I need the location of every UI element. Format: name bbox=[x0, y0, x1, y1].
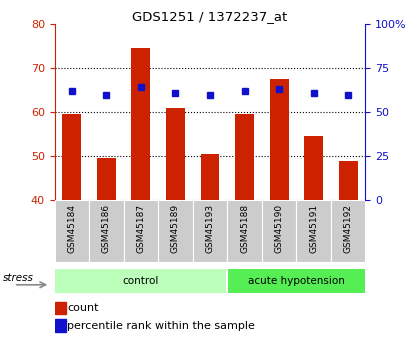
Text: GSM45190: GSM45190 bbox=[275, 204, 284, 253]
Text: GSM45184: GSM45184 bbox=[67, 204, 76, 253]
Bar bbox=[270, 79, 289, 200]
Bar bbox=[123, 200, 158, 262]
Text: GSM45193: GSM45193 bbox=[205, 204, 215, 253]
Bar bbox=[97, 158, 116, 200]
Bar bbox=[158, 200, 193, 262]
Bar bbox=[235, 114, 254, 200]
Bar bbox=[331, 200, 365, 262]
Text: GSM45188: GSM45188 bbox=[240, 204, 249, 253]
Text: percentile rank within the sample: percentile rank within the sample bbox=[67, 321, 255, 331]
Text: GSM45192: GSM45192 bbox=[344, 204, 353, 253]
Bar bbox=[262, 200, 297, 262]
Bar bbox=[297, 200, 331, 262]
Bar bbox=[63, 114, 81, 200]
Text: stress: stress bbox=[3, 274, 34, 284]
Bar bbox=[200, 154, 220, 200]
Bar bbox=[227, 269, 365, 293]
Text: GSM45191: GSM45191 bbox=[309, 204, 318, 253]
Text: control: control bbox=[123, 276, 159, 286]
Text: acute hypotension: acute hypotension bbox=[248, 276, 345, 286]
Text: GSM45189: GSM45189 bbox=[171, 204, 180, 253]
Bar bbox=[227, 200, 262, 262]
Bar bbox=[55, 319, 66, 332]
Text: GSM45186: GSM45186 bbox=[102, 204, 111, 253]
Bar bbox=[193, 200, 227, 262]
Title: GDS1251 / 1372237_at: GDS1251 / 1372237_at bbox=[132, 10, 288, 23]
Bar bbox=[55, 269, 227, 293]
Bar bbox=[89, 200, 123, 262]
Bar bbox=[131, 48, 150, 200]
Text: count: count bbox=[67, 303, 99, 313]
Bar bbox=[55, 200, 89, 262]
Bar bbox=[55, 302, 66, 314]
Bar bbox=[166, 108, 185, 200]
Bar bbox=[304, 136, 323, 200]
Bar bbox=[339, 160, 357, 200]
Text: GSM45187: GSM45187 bbox=[136, 204, 145, 253]
